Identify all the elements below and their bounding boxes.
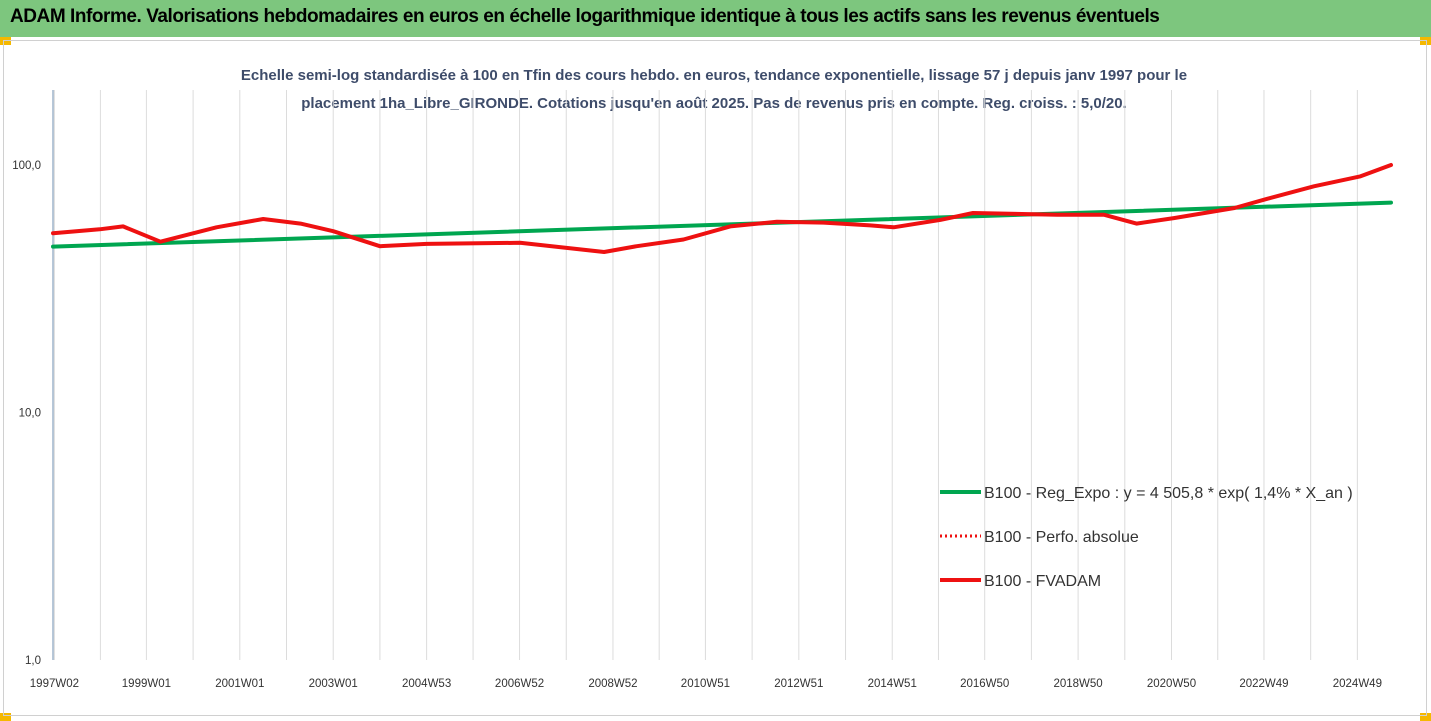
axes: 1,0 10,0 100,0 1997W02 1999W01 2001W01 2003W01… xyxy=(12,90,1382,690)
x-tick-label: 2003W01 xyxy=(309,678,358,690)
chart-subtitle-line1: Echelle semi-log standardisée à 100 en T… xyxy=(241,67,1187,84)
x-tick-label: 2008W52 xyxy=(588,678,637,690)
chart-frame xyxy=(3,40,1427,716)
x-tick-label: 2018W50 xyxy=(1053,678,1102,690)
corner-mark-bottom-right xyxy=(1420,713,1431,721)
series-line xyxy=(51,163,1393,254)
x-tick-label: 1999W01 xyxy=(122,678,171,690)
series-line xyxy=(51,200,1393,249)
x-tick-label: 2014W51 xyxy=(868,678,917,690)
x-tick-label: 2004W53 xyxy=(402,678,451,690)
x-tick-label: 2020W50 xyxy=(1147,678,1196,690)
x-tick-label: 1997W02 xyxy=(30,678,79,690)
grid xyxy=(53,90,1358,660)
header-bar: ADAM Informe. Valorisations hebdomadaire… xyxy=(0,0,1431,37)
x-tick-label: 2012W51 xyxy=(774,678,823,690)
x-tick-label: 2006W52 xyxy=(495,678,544,690)
series xyxy=(51,163,1393,254)
x-tick-label: 2016W50 xyxy=(960,678,1009,690)
page-title: ADAM Informe. Valorisations hebdomadaire… xyxy=(10,6,1160,27)
corner-mark-right xyxy=(1420,37,1431,45)
x-tick-label: 2001W01 xyxy=(215,678,264,690)
x-tick-label: 2010W51 xyxy=(681,678,730,690)
y-tick-label: 1,0 xyxy=(25,655,41,667)
legend-label: B100 - Perfo. absolue xyxy=(984,529,1139,546)
y-tick-label: 100,0 xyxy=(12,160,41,172)
corner-mark-left xyxy=(0,37,11,45)
y-tick-label: 10,0 xyxy=(19,408,41,420)
corner-mark-bottom-left xyxy=(0,713,11,721)
x-tick-label: 2024W49 xyxy=(1333,678,1382,690)
legend: B100 - Reg_Expo : y = 4 505,8 * exp( 1,4… xyxy=(940,485,1353,590)
legend-label: B100 - FVADAM xyxy=(984,573,1101,590)
legend-label: B100 - Reg_Expo : y = 4 505,8 * exp( 1,4… xyxy=(984,485,1353,502)
x-tick-label: 2022W49 xyxy=(1239,678,1288,690)
chart-subtitle-line2: placement 1ha_Libre_GIRONDE. Cotations j… xyxy=(301,95,1127,112)
